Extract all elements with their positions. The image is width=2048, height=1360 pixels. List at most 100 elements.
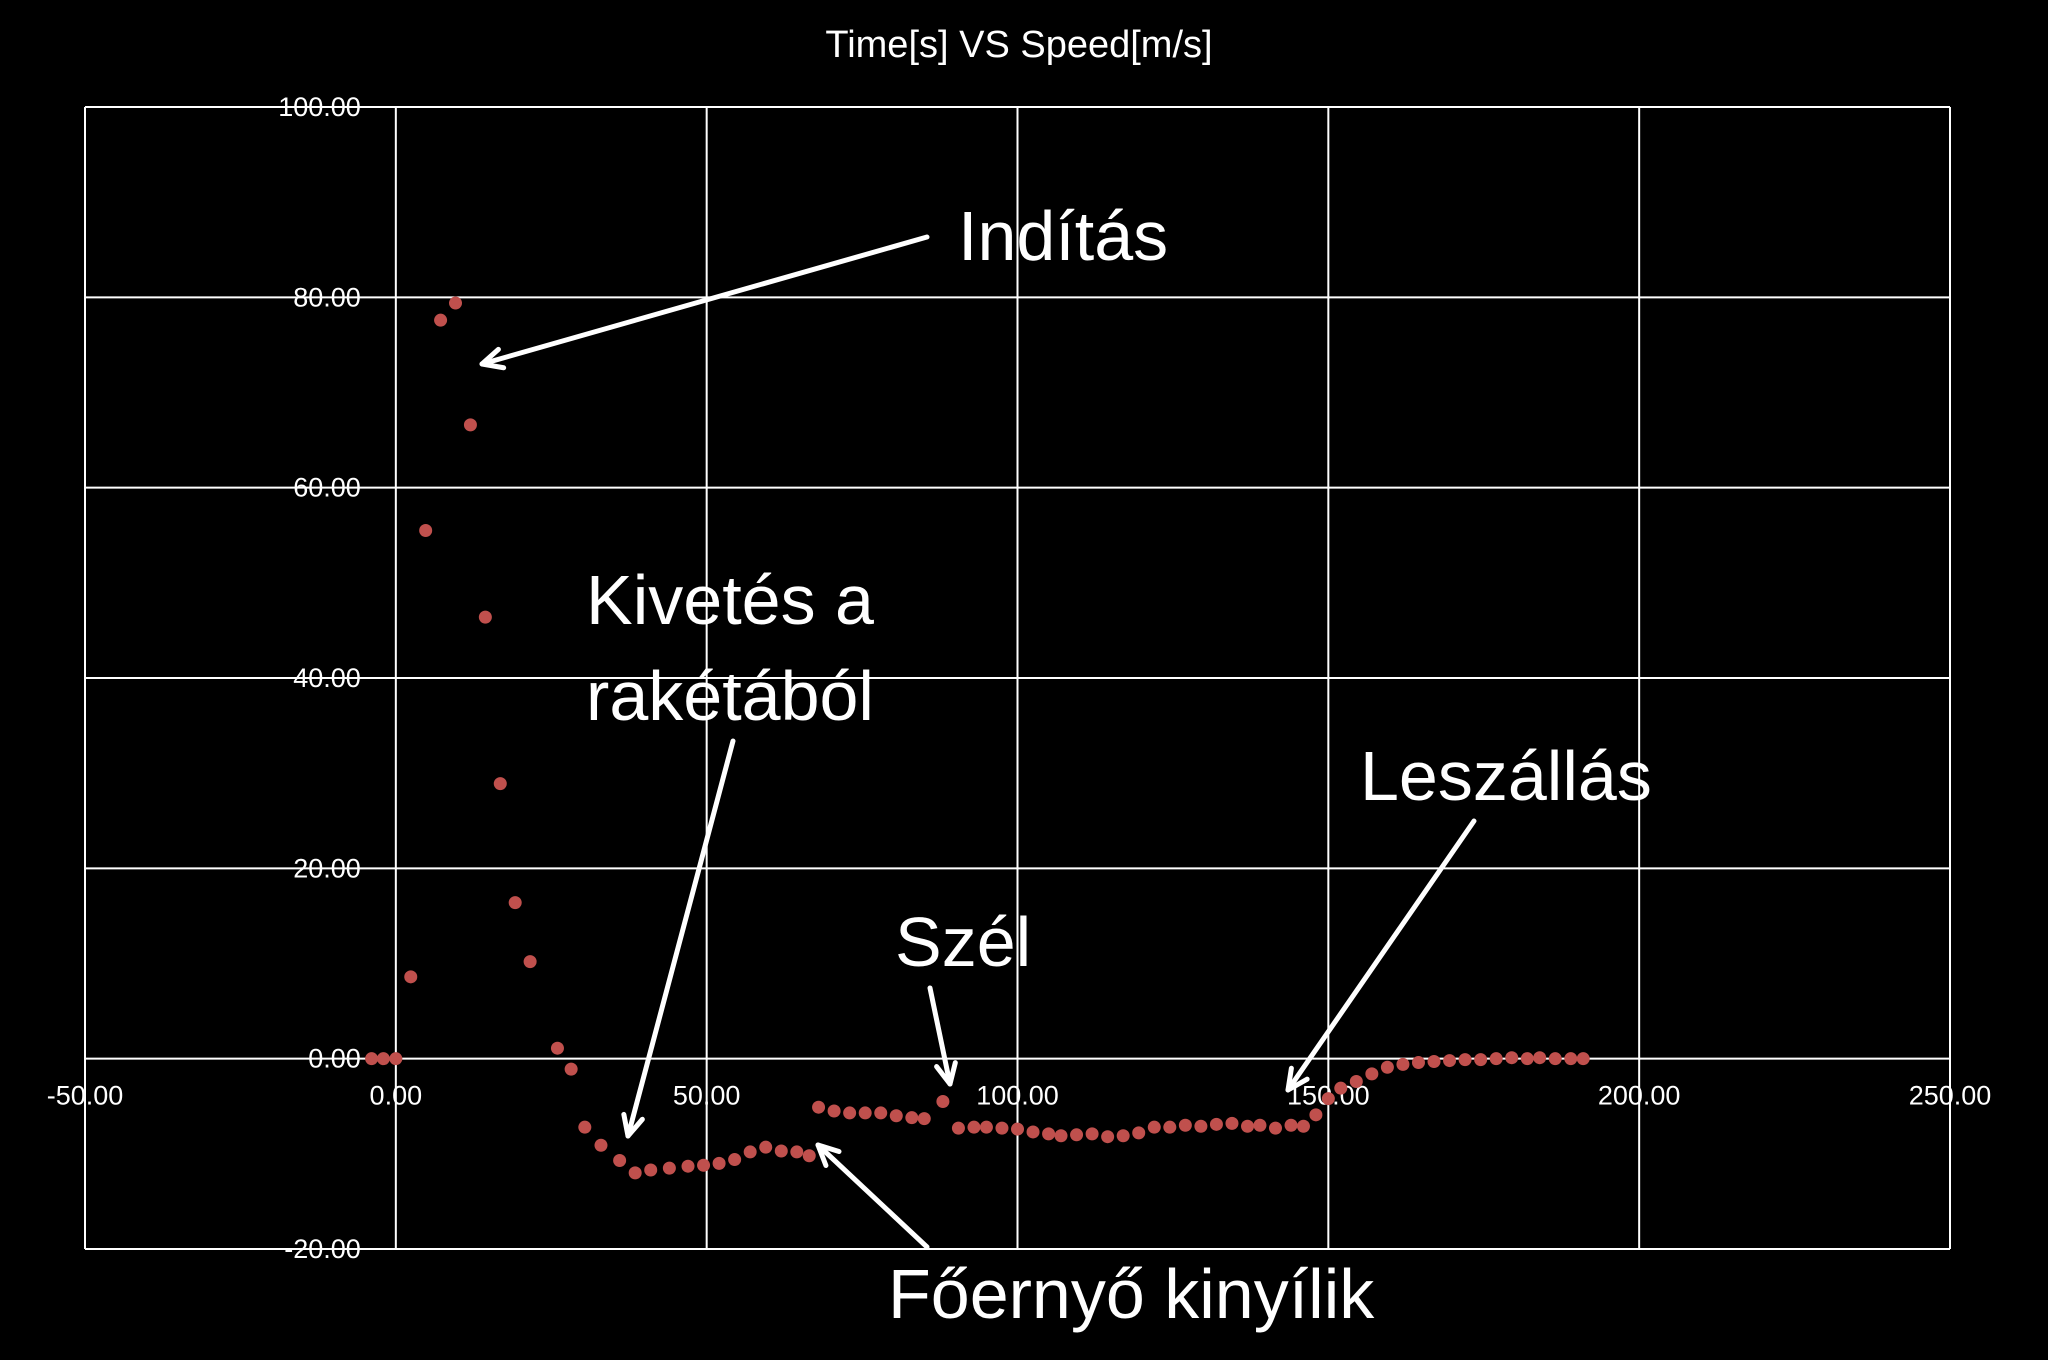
- y-tick-label: 0.00: [308, 1044, 361, 1074]
- data-point: [1520, 1052, 1534, 1066]
- data-point: [1147, 1120, 1161, 1134]
- data-point: [712, 1156, 726, 1170]
- data-point: [389, 1052, 403, 1066]
- data-point: [1101, 1130, 1115, 1144]
- data-point: [1411, 1055, 1425, 1069]
- annotation-line: Kivetés a: [586, 561, 874, 639]
- data-point: [1241, 1119, 1255, 1133]
- x-tick-label: 200.00: [1598, 1081, 1681, 1111]
- data-point: [728, 1153, 742, 1167]
- data-point: [434, 313, 448, 327]
- y-tick-label: 80.00: [293, 282, 361, 312]
- data-point: [774, 1144, 788, 1158]
- annotation-line: Indítás: [958, 197, 1168, 275]
- data-point: [1178, 1118, 1192, 1132]
- data-point: [1054, 1129, 1068, 1143]
- data-point: [790, 1145, 804, 1159]
- annotation-arrowhead: [479, 346, 507, 371]
- annotations: Indítás Kivetés a rakétából Szél Leszállás Fő…: [586, 197, 1652, 1333]
- data-point: [1548, 1052, 1562, 1066]
- data-point: [1365, 1067, 1379, 1081]
- annotation-arrowhead: [621, 1111, 645, 1139]
- data-points: [365, 296, 1590, 1180]
- data-point: [951, 1121, 965, 1135]
- data-point: [1309, 1108, 1323, 1122]
- data-point: [889, 1109, 903, 1123]
- data-point: [1042, 1127, 1056, 1141]
- data-point: [523, 955, 537, 969]
- data-point: [1194, 1119, 1208, 1133]
- data-point: [1564, 1052, 1578, 1066]
- data-point: [449, 296, 463, 310]
- data-point: [1026, 1125, 1040, 1139]
- tick-labels: -50.000.0050.00100.00150.00200.00250.00-…: [47, 92, 1992, 1264]
- annotation-arrow: [479, 234, 930, 367]
- x-tick-label: 100.00: [976, 1081, 1059, 1111]
- data-point: [1576, 1052, 1590, 1066]
- data-point: [979, 1120, 993, 1134]
- data-point: [812, 1100, 826, 1114]
- annotation-label: Kivetés a rakétából: [586, 561, 874, 735]
- data-point: [936, 1094, 950, 1108]
- data-point: [1380, 1060, 1394, 1074]
- data-point: [1296, 1119, 1310, 1133]
- annotation-label: Indítás: [958, 197, 1168, 275]
- y-tick-label: -20.00: [284, 1234, 361, 1264]
- data-point: [1505, 1051, 1519, 1065]
- data-point: [1396, 1057, 1410, 1071]
- annotation-arrow: [1285, 818, 1477, 1093]
- data-point: [843, 1106, 857, 1120]
- data-point: [1427, 1055, 1441, 1069]
- annotation-label: Főernyő kinyílik: [888, 1255, 1375, 1333]
- annotation-arrows: [479, 234, 1477, 1250]
- y-tick-label: 100.00: [278, 92, 361, 122]
- data-point: [478, 610, 492, 624]
- x-tick-label: -50.00: [47, 1081, 124, 1111]
- data-point: [508, 896, 522, 910]
- data-point: [681, 1159, 695, 1173]
- data-point: [404, 970, 418, 984]
- data-point: [662, 1161, 676, 1175]
- data-point: [1321, 1092, 1335, 1106]
- data-point: [1443, 1054, 1457, 1068]
- data-point: [1070, 1128, 1084, 1142]
- data-point: [1011, 1122, 1024, 1136]
- data-point: [365, 1052, 379, 1066]
- data-point: [1489, 1052, 1503, 1066]
- annotation-label: Leszállás: [1360, 737, 1652, 815]
- grid: [84, 106, 1951, 1250]
- data-point: [550, 1041, 564, 1055]
- data-point: [1533, 1051, 1547, 1065]
- data-point: [905, 1111, 919, 1125]
- data-point: [917, 1112, 931, 1126]
- data-point: [967, 1120, 981, 1134]
- x-tick-label: 50.00: [673, 1081, 741, 1111]
- x-tick-label: 0.00: [370, 1081, 423, 1111]
- annotation-arrow: [625, 738, 736, 1139]
- data-point: [802, 1149, 816, 1163]
- data-point: [1334, 1081, 1348, 1095]
- data-point: [697, 1158, 711, 1172]
- chart-title: Time[s] VS Speed[m/s]: [825, 24, 1212, 66]
- annotation-line: Leszállás: [1360, 737, 1652, 815]
- data-point: [1284, 1118, 1298, 1132]
- annotation-line: Szél: [895, 903, 1031, 981]
- data-point: [1268, 1121, 1282, 1135]
- annotation-arrow: [927, 985, 953, 1087]
- data-point: [827, 1104, 841, 1118]
- data-point: [594, 1138, 608, 1152]
- data-point: [463, 418, 477, 432]
- data-point: [995, 1121, 1009, 1135]
- data-point: [759, 1140, 773, 1154]
- data-point: [613, 1153, 627, 1167]
- data-point: [858, 1106, 872, 1120]
- data-point: [628, 1166, 642, 1180]
- data-point: [419, 523, 433, 537]
- data-point: [1349, 1075, 1363, 1089]
- data-point: [1474, 1053, 1488, 1067]
- data-point: [1163, 1120, 1177, 1134]
- data-point: [1253, 1118, 1267, 1132]
- data-point: [1458, 1053, 1472, 1067]
- data-point: [376, 1052, 390, 1066]
